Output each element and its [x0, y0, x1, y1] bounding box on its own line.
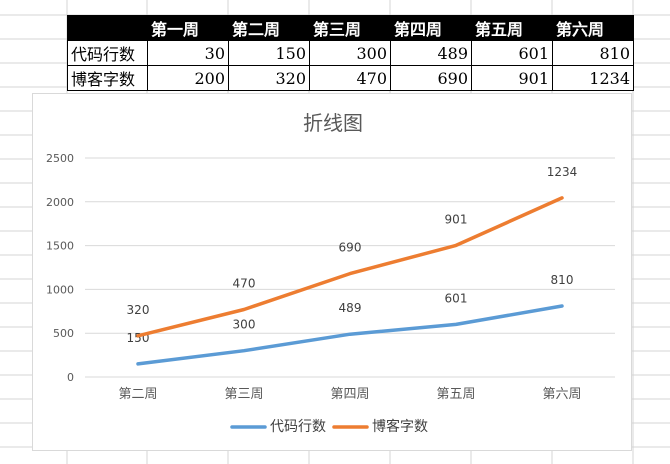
data-label: 690 — [339, 241, 362, 255]
table-header-row: 第一周 第二周 第三周 第四周 第五周 第六周 — [67, 15, 634, 41]
data-table: 第一周 第二周 第三周 第四周 第五周 第六周 代码行数 30 150 300 … — [67, 15, 634, 91]
y-tick-label: 2500 — [46, 152, 74, 165]
x-tick-label: 第二周 — [118, 387, 157, 402]
y-tick-label: 2000 — [46, 196, 74, 209]
table-cell[interactable]: 320 — [228, 65, 310, 91]
legend-label: 博客字数 — [372, 418, 428, 435]
data-label: 810 — [551, 273, 574, 287]
y-tick-label: 1000 — [46, 283, 74, 296]
column-header[interactable]: 第五周 — [471, 15, 553, 41]
table-cell[interactable]: 470 — [309, 65, 391, 91]
table-cell[interactable]: 489 — [390, 40, 472, 66]
data-label: 489 — [339, 301, 362, 315]
table-row: 博客字数 200 320 470 690 901 1234 — [67, 65, 634, 91]
data-label: 470 — [233, 277, 256, 291]
y-tick-label: 1500 — [46, 240, 74, 253]
series-line-code-lines — [136, 304, 564, 366]
column-header[interactable]: 第一周 — [147, 15, 229, 41]
data-label: 300 — [233, 318, 256, 332]
table-cell[interactable]: 300 — [309, 40, 391, 66]
y-tick-label: 500 — [53, 327, 74, 340]
table-cell[interactable]: 901 — [471, 65, 553, 91]
chart-container[interactable]: 折线图 0 500 1000 1500 2000 2500 第二周 第三周 第四周 第五周 第六周 15… — [32, 93, 632, 451]
series-line-blog-words — [136, 196, 564, 338]
chart-title: 折线图 — [303, 111, 363, 135]
column-header[interactable]: 第六周 — [552, 15, 634, 41]
legend-label: 代码行数 — [270, 419, 326, 435]
data-label: 901 — [445, 212, 468, 226]
table-corner-cell[interactable] — [67, 15, 148, 41]
table-cell[interactable]: 150 — [228, 40, 310, 66]
table-cell[interactable]: 200 — [147, 65, 229, 91]
column-header[interactable]: 第四周 — [390, 15, 472, 41]
column-header[interactable]: 第三周 — [309, 15, 391, 41]
column-header[interactable]: 第二周 — [228, 15, 310, 41]
x-tick-label: 第四周 — [330, 387, 369, 402]
table-cell[interactable]: 601 — [471, 40, 553, 66]
data-label: 601 — [445, 291, 468, 305]
y-tick-label: 0 — [67, 371, 74, 384]
data-label: 320 — [127, 303, 150, 317]
x-tick-label: 第三周 — [224, 387, 263, 402]
table-cell[interactable]: 690 — [390, 65, 472, 91]
table-row: 代码行数 30 150 300 489 601 810 — [67, 40, 634, 66]
x-tick-label: 第五周 — [436, 387, 475, 402]
row-label-code-lines[interactable]: 代码行数 — [67, 40, 148, 66]
row-label-blog-words[interactable]: 博客字数 — [67, 65, 148, 91]
x-tick-label: 第六周 — [542, 387, 581, 402]
table-cell[interactable]: 30 — [147, 40, 229, 66]
data-label: 1234 — [547, 165, 578, 179]
table-cell[interactable]: 810 — [552, 40, 634, 66]
table-cell[interactable]: 1234 — [552, 65, 634, 91]
